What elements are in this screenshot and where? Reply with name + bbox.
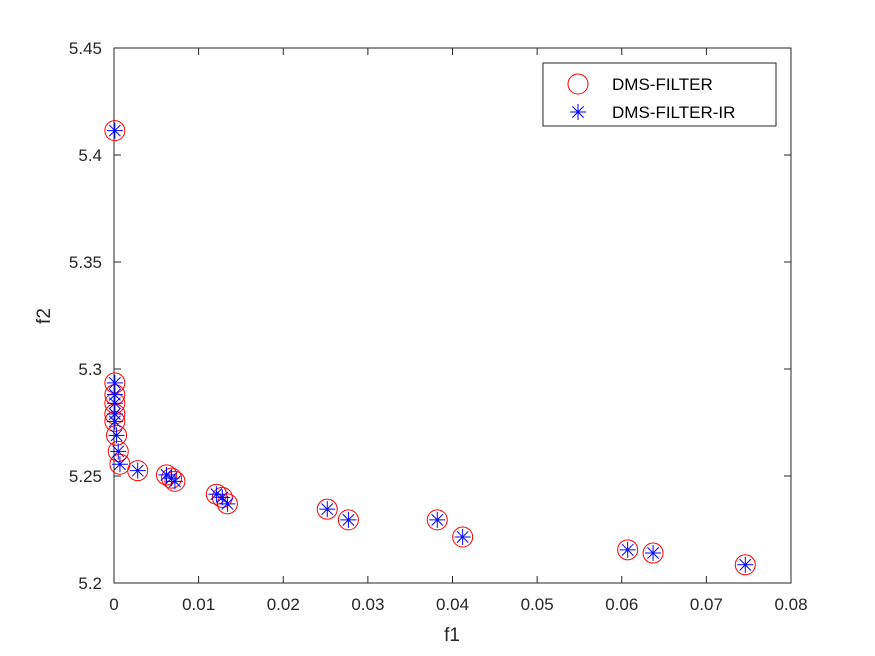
x-tick-label: 0.01: [182, 595, 215, 614]
data-point-asterisk: [737, 556, 754, 573]
data-point-asterisk: [219, 495, 236, 512]
legend-circle-symbol: [567, 73, 589, 95]
data-point-circle: [164, 470, 186, 492]
x-tick-label: 0.06: [605, 595, 638, 614]
x-tick-label: 0.02: [267, 595, 300, 614]
data-point-circle: [104, 120, 126, 142]
legend-label-dms-filter-ir: DMS-FILTER-IR: [612, 103, 735, 122]
y-tick-label: 5.45: [69, 39, 102, 58]
y-tick-label: 5.2: [78, 574, 102, 593]
data-point-asterisk: [340, 511, 357, 528]
legend: DMS-FILTER DMS-FILTER-IR: [542, 62, 777, 127]
x-tick-label: 0.04: [436, 595, 469, 614]
data-point-asterisk: [454, 528, 471, 545]
x-tick-label: 0.07: [690, 595, 723, 614]
data-point-asterisk: [619, 541, 636, 558]
data-point-circle: [734, 554, 756, 576]
y-tick-label: 5.3: [78, 360, 102, 379]
x-axis-label: f1: [444, 625, 460, 646]
data-point-asterisk: [645, 545, 662, 562]
data-point-asterisk: [110, 443, 127, 460]
legend-label-dms-filter: DMS-FILTER: [612, 75, 713, 94]
y-tick-label: 5.35: [69, 253, 102, 272]
data-point-asterisk: [106, 413, 123, 430]
plot-area: [113, 47, 792, 584]
data-point-asterisk: [208, 486, 225, 503]
data-point-asterisk: [106, 374, 123, 391]
y-axis-label: f2: [34, 308, 55, 324]
data-point-circle: [617, 539, 639, 561]
data-point-circle: [337, 509, 359, 531]
data-point-asterisk: [166, 473, 183, 490]
data-point-circle: [642, 542, 664, 564]
x-tick-label: 0: [109, 595, 118, 614]
data-point-circle: [107, 440, 129, 462]
data-point-asterisk: [106, 386, 123, 403]
data-point-circle: [426, 509, 448, 531]
legend-marker-asterisk: [570, 104, 586, 120]
data-point-circle: [211, 486, 233, 508]
data-point-circle: [161, 467, 183, 489]
x-tick-label: 0.05: [521, 595, 554, 614]
data-point-circle: [316, 498, 338, 520]
legend-asterisk-symbol: [570, 104, 586, 120]
legend-marker-circle: [567, 73, 589, 95]
y-tick-label: 5.25: [69, 467, 102, 486]
axis-ticks: 0 0.01 0.02 0.03 0.04 0.05 0.06 0.07 0.08 5.2 5.25…: [69, 39, 808, 614]
x-tick-label: 0.03: [351, 595, 384, 614]
y-tick-label: 5.4: [78, 146, 102, 165]
data-point-circle: [155, 464, 177, 486]
data-point-asterisk: [111, 456, 128, 473]
data-point-asterisk: [429, 511, 446, 528]
data-point-circle: [216, 493, 238, 515]
data-point-asterisk: [319, 501, 336, 518]
data-point-asterisk: [108, 427, 125, 444]
data-point-asterisk: [106, 122, 123, 139]
data-point-asterisk: [158, 466, 175, 483]
data-point-circle: [127, 460, 149, 482]
data-point-circle: [452, 526, 474, 548]
data-points: [104, 120, 756, 576]
data-point-asterisk: [129, 462, 146, 479]
x-tick-label: 0.08: [774, 595, 807, 614]
data-point-circle: [106, 424, 128, 446]
